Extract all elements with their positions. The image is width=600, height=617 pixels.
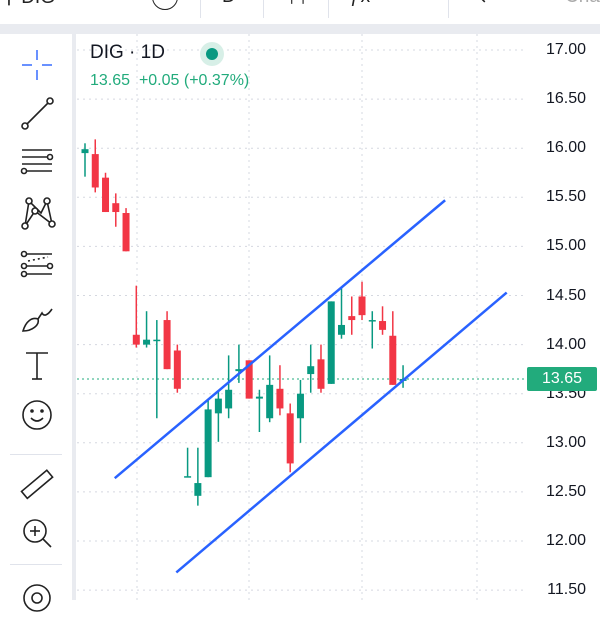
trend-line-icon[interactable]	[18, 94, 56, 132]
top-toolbar: ⚲ DIG D ┼┼ ƒx ▭▭ ↖ Cha	[0, 0, 600, 24]
divider-band	[0, 24, 600, 34]
magnet-icon[interactable]	[18, 579, 56, 617]
separator	[263, 0, 264, 18]
price-tick-label: 14.50	[545, 286, 586, 304]
crosshair-icon[interactable]	[18, 46, 56, 84]
toolbar-divider	[10, 564, 62, 565]
price-change-percent: (+0.37%)	[183, 72, 250, 89]
price-tick-label: 14.00	[545, 335, 586, 353]
last-price: 13.65	[90, 72, 131, 89]
price-change: +0.05	[138, 72, 180, 89]
price-tick-label: 12.50	[545, 482, 586, 500]
price-tick-label: 17.00	[545, 41, 586, 58]
chart-legend: DIG · 1D 13.65 +0.05 (+0.37%)	[90, 42, 249, 90]
separator	[328, 0, 329, 18]
separator	[200, 0, 201, 18]
emoji-icon[interactable]	[18, 396, 56, 434]
text-icon[interactable]	[18, 347, 56, 385]
interval-button[interactable]: D	[222, 0, 236, 8]
zoom-in-icon[interactable]	[18, 514, 56, 552]
chart-type-candles-icon[interactable]: ┼┼	[286, 0, 309, 4]
symbol-search-button[interactable]: ⚲ DIG	[2, 0, 55, 9]
current-price-label: 13.65	[527, 366, 597, 391]
price-tick-label: 16.50	[545, 90, 586, 108]
price-tick-label: 16.00	[545, 139, 586, 157]
indicators-button[interactable]: ƒx	[350, 0, 370, 8]
layout-icon[interactable]: ▭▭	[403, 0, 433, 6]
market-status-dot[interactable]	[200, 42, 224, 66]
cursor-icon[interactable]: ↖	[472, 0, 488, 9]
price-tick-label: 11.50	[547, 581, 586, 599]
brush-icon[interactable]	[18, 299, 56, 337]
pattern-icon[interactable]	[18, 194, 56, 232]
chart-menu-button[interactable]: Cha	[565, 0, 600, 8]
drawing-toolbar	[0, 34, 72, 612]
price-tick-label: 15.00	[545, 237, 586, 255]
toolbar-divider	[10, 454, 62, 455]
price-tick-label: 15.50	[545, 188, 586, 206]
separator	[448, 0, 449, 18]
chart-pane[interactable]	[72, 34, 600, 600]
price-tick-label: 13.00	[545, 433, 586, 451]
prediction-icon[interactable]	[18, 246, 56, 284]
symbol-label: DIG	[21, 0, 55, 8]
symbol-title[interactable]: DIG · 1D	[90, 42, 165, 63]
clock-icon[interactable]	[152, 0, 178, 10]
fib-retracement-icon[interactable]	[18, 144, 56, 182]
ruler-icon[interactable]	[18, 466, 56, 504]
price-tick-label: 12.00	[545, 532, 586, 549]
